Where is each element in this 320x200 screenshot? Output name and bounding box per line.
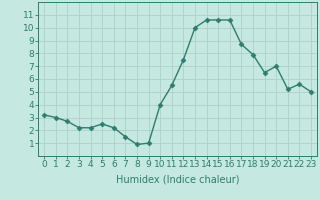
X-axis label: Humidex (Indice chaleur): Humidex (Indice chaleur): [116, 175, 239, 185]
